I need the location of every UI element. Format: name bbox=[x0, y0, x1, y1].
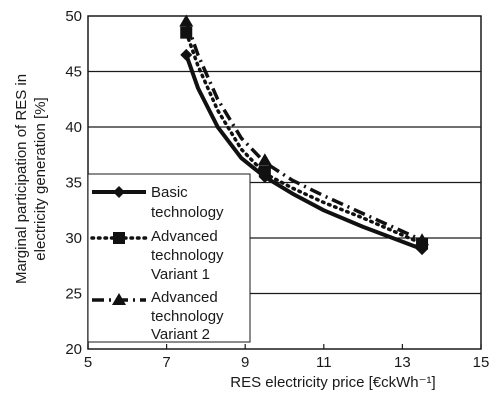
legend-item-basic-technology: Basic technology bbox=[92, 184, 224, 221]
series-1-marker-1 bbox=[180, 48, 193, 61]
x-tick-label-7: 7 bbox=[162, 354, 170, 371]
legend-label-variant-1-line-1: Advanced bbox=[151, 228, 218, 245]
y-tick-label-30: 30 bbox=[65, 230, 82, 247]
y-axis-title-line-1: Marginal participation of RES in bbox=[13, 74, 30, 284]
series-3-line bbox=[184, 21, 423, 242]
legend-label-variant-1-line-2: technology bbox=[151, 247, 224, 264]
tick-labels: 20 25 30 35 40 45 50 5 7 9 11 13 15 bbox=[65, 8, 489, 371]
x-tick-label-11: 11 bbox=[316, 354, 332, 371]
legend-label-basic-line-2: technology bbox=[151, 204, 224, 221]
y-tick-label-35: 35 bbox=[65, 175, 82, 192]
x-tick-label-5: 5 bbox=[84, 354, 92, 371]
legend-item-advanced-variant-1: Advanced technology Variant 1 bbox=[90, 228, 224, 283]
legend-label-basic-line-1: Basic bbox=[151, 184, 188, 201]
series-2-marker-2 bbox=[258, 165, 271, 178]
legend-item-advanced-variant-2: Advanced technology Variant 2 bbox=[92, 289, 224, 343]
series-3-marker-3 bbox=[415, 233, 430, 246]
x-tick-label-13: 13 bbox=[394, 354, 411, 371]
x-axis-title: RES electricity price [€ckWh⁻¹] bbox=[230, 374, 435, 391]
legend-label-variant-1-line-3: Variant 1 bbox=[151, 266, 210, 283]
y-tick-label-25: 25 bbox=[65, 286, 82, 303]
x-tick-label-15: 15 bbox=[473, 354, 490, 371]
series-3 bbox=[179, 14, 430, 246]
legend-marker-variant-1-square bbox=[113, 232, 125, 244]
legend-box bbox=[87, 173, 251, 343]
series-3-marker-1 bbox=[179, 14, 194, 27]
legend-marker-basic-diamond bbox=[113, 186, 125, 198]
series-layer bbox=[179, 14, 430, 256]
y-tick-label-50: 50 bbox=[65, 8, 82, 25]
y-axis-title-line-2: electricity generation [%] bbox=[32, 97, 49, 260]
legend: Basic technology Advanced technology Var… bbox=[87, 173, 251, 343]
x-tick-label-9: 9 bbox=[241, 354, 249, 371]
legend-marker-variant-2-triangle bbox=[112, 293, 126, 305]
series-3-marker-2 bbox=[257, 153, 272, 166]
legend-label-variant-2-line-3: Variant 2 bbox=[151, 326, 210, 343]
y-tick-label-20: 20 bbox=[65, 341, 82, 358]
y-tick-label-45: 45 bbox=[65, 64, 82, 81]
y-tick-label-40: 40 bbox=[65, 119, 82, 136]
legend-label-variant-2-line-1: Advanced bbox=[151, 289, 218, 306]
legend-label-variant-2-line-2: technology bbox=[151, 308, 224, 325]
